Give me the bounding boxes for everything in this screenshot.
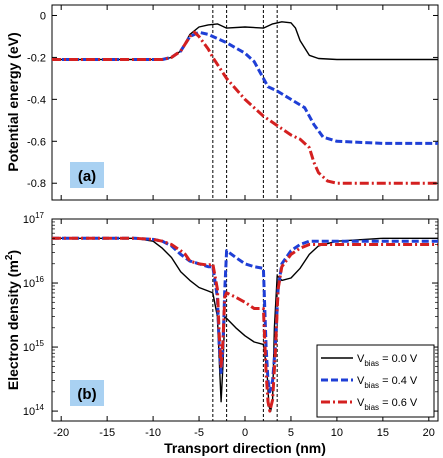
x-tick-label-0: -20 bbox=[53, 427, 69, 439]
x-tick-label-8: 20 bbox=[423, 427, 435, 439]
y-axis-label-b: Electron density (m2) bbox=[4, 250, 21, 390]
x-ticks-a bbox=[60, 5, 430, 200]
y-tick-label-a-3: -0.6 bbox=[27, 136, 46, 148]
y-tick-label-a-1: -0.2 bbox=[27, 52, 46, 64]
y-tick-label-a-4: -0.8 bbox=[27, 178, 46, 190]
x-tick-label-4: 0 bbox=[242, 427, 248, 439]
y-ticks-a: 0 -0.2 -0.4 -0.6 -0.8 bbox=[27, 10, 438, 190]
y-tick-label-b-3: 1017 bbox=[23, 211, 45, 226]
series-line-a-2 bbox=[52, 30, 438, 185]
y-tick-label-a-2: -0.4 bbox=[27, 94, 46, 106]
series-group-b bbox=[52, 236, 438, 413]
y-axis-label-b-main: Electron density (m bbox=[5, 260, 21, 390]
y-ticks-b: 1014 1015 1016 1017 bbox=[23, 211, 438, 418]
panel-label-box-a bbox=[70, 162, 104, 188]
y-tick-label-b-2: 1016 bbox=[23, 275, 45, 290]
series-group-a bbox=[52, 21, 438, 185]
y-axis-label-a: Potential energy (eV) bbox=[5, 32, 21, 171]
legend: Vbias = 0.0 V Vbias = 0.4 V Vbias = 0.6 V bbox=[316, 344, 435, 418]
vertical-lines-a bbox=[212, 5, 278, 200]
y-tick-label-b-1: 1015 bbox=[23, 339, 45, 354]
x-axis-label: Transport direction (nm) bbox=[164, 440, 326, 456]
series-line-b-1 bbox=[52, 236, 438, 394]
legend-label-1: Vbias = 0.4 V bbox=[357, 375, 418, 390]
x-ticks-b: -20 -15 -10 -5 0 5 10 15 20 bbox=[53, 219, 435, 439]
panel-label-a: (a) bbox=[78, 168, 96, 185]
x-tick-label-3: -5 bbox=[194, 427, 204, 439]
x-tick-label-2: -10 bbox=[145, 427, 161, 439]
series-line-b-0 bbox=[52, 237, 438, 412]
panel-label-box-b bbox=[70, 380, 104, 406]
panel-label-b: (b) bbox=[77, 386, 96, 403]
x-tick-label-1: -15 bbox=[99, 427, 115, 439]
y-tick-label-b-0: 1014 bbox=[23, 403, 45, 418]
plot-area-a bbox=[51, 4, 439, 201]
x-tick-label-7: 15 bbox=[377, 427, 389, 439]
panel-a: 0 -0.2 -0.4 -0.6 -0.8 (a) Potential energy (… bbox=[5, 4, 439, 201]
y-tick-label-a-0: 0 bbox=[40, 10, 46, 22]
y-axis-label-b-sup: 2 bbox=[4, 254, 15, 260]
x-tick-label-5: 5 bbox=[288, 427, 294, 439]
x-tick-label-6: 10 bbox=[331, 427, 343, 439]
legend-label-2: Vbias = 0.6 V bbox=[357, 397, 418, 412]
legend-label-0: Vbias = 0.0 V bbox=[357, 353, 418, 368]
series-line-b-2 bbox=[52, 236, 438, 413]
y-axis-label-b-end: ) bbox=[5, 250, 21, 255]
